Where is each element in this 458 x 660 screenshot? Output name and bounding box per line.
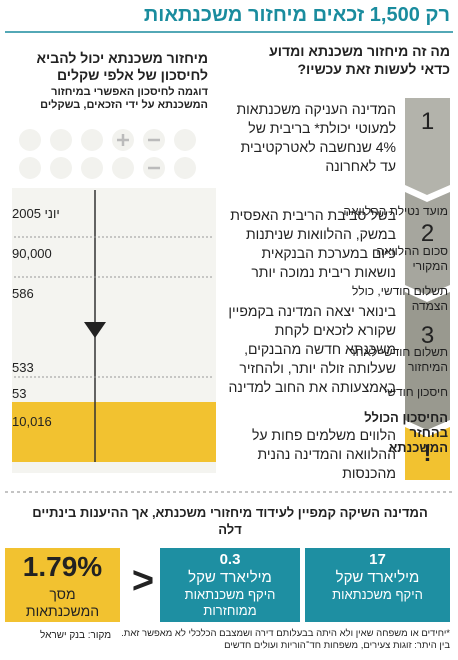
stat-unit: מיליארד שקל	[335, 569, 420, 586]
row-label: סכום ההלוואה המקורי	[376, 244, 448, 273]
stat-unit: מיליארד שקל	[188, 569, 272, 586]
stat-label: היקף משכנתאות	[332, 587, 423, 602]
row-label: חיסכון חודשי	[384, 385, 448, 399]
stat-label: מסך המשכנתאות	[25, 586, 100, 619]
step-marker: 2	[420, 220, 435, 247]
stat-value: 1.79%	[22, 551, 103, 582]
explainer-title: מה זה מיחזור משכנתא ומדוע כדאי לעשות זאת…	[269, 43, 450, 77]
row-value: 533	[12, 360, 34, 375]
step-text: בינואר יצאה המדינה בקמפיין שקורא לזכאים …	[228, 303, 396, 395]
source: מקור: בנק ישראל	[40, 630, 112, 641]
stat-label: היקף משכנתאות ממוחזרות	[184, 587, 276, 618]
row-value: 90,000	[12, 246, 52, 261]
stat-box: 17 מיליארד שקל היקף משכנתאות	[305, 548, 450, 622]
step-marker: 3	[420, 322, 435, 349]
stat-value: 0.3	[219, 551, 241, 568]
step-marker: 1	[420, 108, 435, 135]
summary-title: המדינה השיקה קמפיין לעידוד מיחזורי משכנת…	[32, 505, 428, 537]
calculator-subtitle: דוגמה לחיסכון האפשרי במיחזור המשכנתא על …	[40, 86, 208, 111]
row-label: תשלום חודשי לאחר המיחזור	[349, 345, 448, 374]
row-value: 10,016	[12, 414, 52, 429]
comparison-sign: <	[131, 560, 155, 602]
stat-box: 1.79% מסך המשכנתאות	[5, 550, 120, 620]
row-value: 53	[12, 386, 27, 401]
step-marker: !	[423, 440, 432, 467]
stat-value: 17	[369, 551, 386, 568]
step-text: בשל סביבת הריבית האפסית במשק, ההלוואות ש…	[230, 207, 396, 280]
row-value: יוני 2005	[12, 206, 60, 221]
calculator-title: מיחזור משכנתא יכול להביא לחיסכון של אלפי…	[36, 50, 208, 83]
page-title: רק 1,500 זכאים מיחזור משכנתאות	[143, 4, 450, 26]
footnote: *יחידים או משפחה שאין ולא היתה בבעלותם ד…	[121, 628, 450, 651]
stat-box: 0.3 מיליארד שקל היקף משכנתאות ממוחזרות	[160, 548, 300, 622]
step-text: המדינה העניקה משכנתאות למעוטי יכולת* ברי…	[236, 101, 397, 174]
row-value: 586	[12, 286, 34, 301]
step-text: הלווים משלמים פחות על ההלוואה והמדינה נה…	[251, 427, 396, 481]
row-label: מועד נטילת ההלוואה	[343, 204, 448, 218]
row-label: תשלום חודשי, כולל הצמדה	[352, 284, 448, 313]
calculator-display: מיחזור משכנתא יכול להביא לחיסכון של אלפי…	[14, 46, 214, 126]
row-label: החיסכון הכולל בהחזר המשכנתא	[364, 410, 448, 455]
